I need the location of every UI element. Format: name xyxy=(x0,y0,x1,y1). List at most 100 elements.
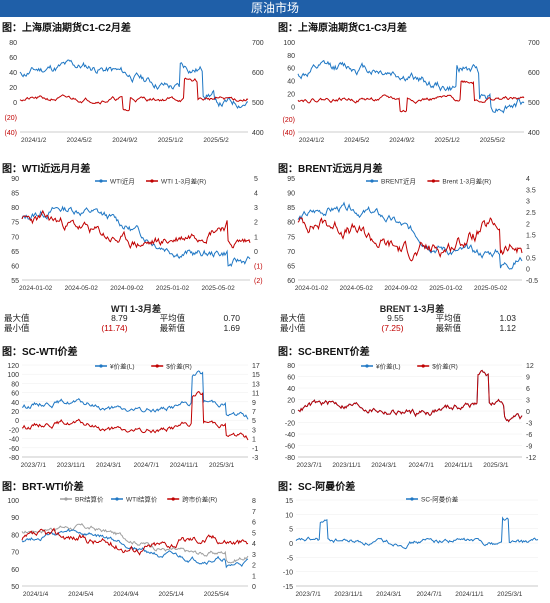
y-tick-label-right: 7 xyxy=(252,509,256,516)
y-tick-label-left: 15 xyxy=(285,498,293,505)
y-tick-label-left: 5 xyxy=(289,527,293,534)
y-tick-label-left: 60 xyxy=(11,391,19,398)
y-tick-label-left: 80 xyxy=(287,53,295,60)
y-tick-label-right: 0.5 xyxy=(526,255,536,262)
chart-c4: 95 90 85 80 75 70 65 60 4 3.5 3 2.5 2 1.5 1 0.5 0 -0.5 202… xyxy=(287,176,538,292)
series-line-2 xyxy=(21,391,249,441)
y-tick-label-left: 40 xyxy=(9,70,17,77)
series-line-2 xyxy=(21,209,251,250)
y-tick-label-right: 3 xyxy=(526,398,530,405)
y-tick-label-left: 60 xyxy=(287,66,295,73)
y-tick-label-left: 60 xyxy=(9,55,17,62)
x-tick-label: 2024/1/2 xyxy=(299,137,325,144)
y-tick-label-left: 20 xyxy=(11,409,19,416)
series-line-2 xyxy=(19,77,249,112)
y-tick-label-left: 85 xyxy=(11,191,19,198)
stat-value: 0.70 xyxy=(223,313,240,323)
y-tick-label-left: 60 xyxy=(287,375,295,382)
x-tick-label: 2024/9/4 xyxy=(113,591,139,598)
series-line-2 xyxy=(297,217,523,262)
y-tick-label-right: 400 xyxy=(528,130,540,137)
y-tick-label-left: 0 xyxy=(15,418,19,425)
stat-value: 9.55 xyxy=(387,313,404,323)
stat-label: 最新值 xyxy=(435,323,462,333)
chart-c1: 80 60 40 20 0 (20) (40) 700 600 500 400 2024/1/2 202… xyxy=(5,40,264,144)
y-tick-label-left: 90 xyxy=(11,176,19,183)
y-tick-label-right: 3 xyxy=(254,205,258,212)
legend-label: BR结算价 xyxy=(75,495,104,504)
y-tick-label-right: 9 xyxy=(526,375,530,382)
x-tick-label: 2024/5/2 xyxy=(344,137,370,144)
y-tick-label-left: 10 xyxy=(285,512,293,519)
y-tick-label-left: 80 xyxy=(11,532,19,539)
legend-marker xyxy=(115,497,119,501)
legend-label: Brent 1-3月差(R) xyxy=(442,177,491,186)
y-tick-label-right: 4 xyxy=(254,191,258,198)
series-line-2 xyxy=(21,528,249,569)
y-tick-label-left: 100 xyxy=(7,498,19,505)
y-tick-label-left: -20 xyxy=(9,427,19,434)
y-tick-label-left: 85 xyxy=(287,205,295,212)
y-tick-label-right: -0.5 xyxy=(526,278,538,285)
x-tick-label: 2025-05-02 xyxy=(201,285,235,292)
legend-label: $价差(R) xyxy=(166,362,192,371)
y-tick-label-left: 50 xyxy=(11,584,19,591)
y-tick-label-right: 400 xyxy=(252,130,264,137)
x-tick-label: 2024/11/1 xyxy=(170,462,199,469)
y-tick-label-left: 65 xyxy=(11,249,19,256)
y-tick-label-left: 20 xyxy=(287,91,295,98)
x-tick-label: 2024/1/2 xyxy=(21,137,47,144)
y-tick-label-right: 2.5 xyxy=(526,210,536,217)
y-tick-label-left: 100 xyxy=(7,372,19,379)
y-tick-label-left: 40 xyxy=(287,386,295,393)
x-tick-label: 2025/3/1 xyxy=(497,591,523,598)
chart-title-c3: 图：WTI近远月月差 xyxy=(2,164,91,175)
y-tick-label-right: -3 xyxy=(526,421,532,428)
y-tick-label-right: 2 xyxy=(254,220,258,227)
chart-c5: 120 100 80 60 40 20 0 -20 -40 -60 -80 17 15 13 11 9 7 5 3 1… xyxy=(7,362,260,470)
stat-label: 最小值 xyxy=(280,323,306,333)
y-tick-label-right: (2) xyxy=(254,278,263,285)
y-tick-label-right: 11 xyxy=(252,391,259,398)
x-tick-label: 2025/1/2 xyxy=(435,137,461,144)
x-tick-label: 2025/3/1 xyxy=(483,462,509,469)
y-tick-label-right: 3 xyxy=(252,427,256,434)
x-tick-label: 2024/3/1 xyxy=(371,462,397,469)
x-tick-label: 2025/3/1 xyxy=(209,462,235,469)
y-tick-label-right: 1 xyxy=(252,573,256,580)
x-tick-label: 2025/5/2 xyxy=(203,137,229,144)
legend-marker xyxy=(370,179,374,183)
y-tick-label-left: 60 xyxy=(11,263,19,270)
y-tick-label-right: 5 xyxy=(252,418,256,425)
y-tick-label-left: 75 xyxy=(11,220,19,227)
y-tick-label-left: -40 xyxy=(9,437,19,444)
legend-label: WTI近月 xyxy=(110,177,135,186)
y-tick-label-right: 9 xyxy=(252,400,256,407)
y-tick-label-right: 500 xyxy=(252,100,264,107)
x-tick-label: 2023/11/1 xyxy=(57,462,86,469)
chart-title-c4: 图：BRENT近远月月差 xyxy=(278,164,383,175)
y-tick-label-right: 8 xyxy=(252,498,256,505)
y-tick-label-left: 70 xyxy=(11,550,19,557)
legend-label: ¥价差(L) xyxy=(376,362,401,371)
y-tick-label-left: 0 xyxy=(13,100,17,107)
y-tick-label-right: 15 xyxy=(252,372,260,379)
x-tick-label: 2024/7/1 xyxy=(416,591,442,598)
chart-title-c7: 图：BRT-WTI价差 xyxy=(2,482,84,493)
stats-header-brent: BRENT 1-3月差 xyxy=(379,304,445,314)
x-tick-label: 2023/7/1 xyxy=(295,591,321,598)
y-tick-label-left: -80 xyxy=(285,455,295,462)
y-tick-label-left: (40) xyxy=(283,130,295,137)
x-tick-label: 2024-01-02 xyxy=(295,285,329,292)
y-tick-label-left: (20) xyxy=(283,117,295,124)
legend-marker xyxy=(99,179,103,183)
x-tick-label: 2023/11/1 xyxy=(332,462,361,469)
series-line-1 xyxy=(297,59,525,114)
y-tick-label-right: -3 xyxy=(252,455,258,462)
series-line-3 xyxy=(21,527,249,556)
y-tick-label-left: 80 xyxy=(11,205,19,212)
chart-title-c2: 图：上海原油期货C1-C3月差 xyxy=(278,23,407,34)
y-tick-label-right: 0 xyxy=(526,267,530,274)
